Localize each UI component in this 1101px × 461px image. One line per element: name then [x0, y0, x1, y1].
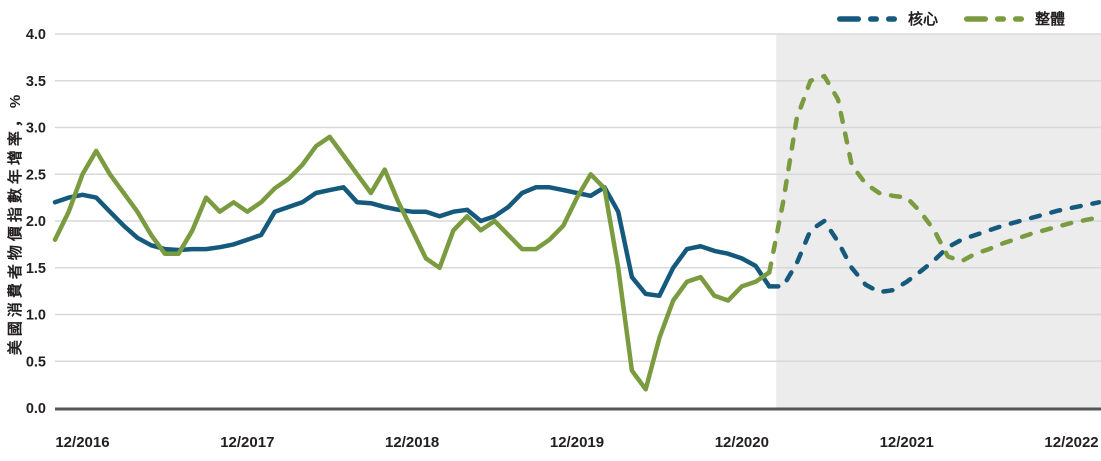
y-tick-label: 1.0: [26, 308, 46, 324]
legend: 核心 整體: [836, 8, 1065, 29]
y-tick-label: 2.5: [26, 167, 46, 183]
legend-label-core: 核心: [907, 11, 938, 28]
y-tick-label: 0.5: [26, 354, 46, 370]
y-tick-label: 1.5: [26, 261, 46, 277]
y-axis-title: 美國消費者物價指數年增率，%: [7, 90, 24, 356]
x-tick-label: 12/2022: [1044, 434, 1098, 451]
y-tick-label: 3.0: [26, 121, 46, 137]
x-tick-label: 12/2016: [55, 434, 109, 451]
x-tick-label: 12/2019: [550, 434, 604, 451]
y-tick-label: 3.5: [26, 74, 46, 90]
y-tick-label: 0.0: [26, 401, 46, 417]
legend-dash-segment: [994, 15, 1006, 22]
x-tick-label: 12/2017: [220, 434, 274, 451]
x-tick-label: 12/2018: [385, 434, 439, 451]
x-tick-label: 12/2020: [715, 434, 769, 451]
legend-label-headline: 整體: [1034, 11, 1065, 28]
core-forecast-line: [767, 200, 1101, 295]
legend-dash-segment: [1012, 15, 1024, 22]
core-history-line: [52, 185, 772, 299]
legend-dash-segment: [885, 15, 897, 22]
legend-dash-segment: [867, 15, 879, 22]
core-dashed-line-icon: [836, 15, 897, 22]
legend-dash-segment: [836, 15, 861, 22]
headline-dashed-line-icon: [963, 15, 1024, 22]
x-tick-label: 12/2021: [880, 434, 934, 451]
headline-forecast-line: [767, 73, 1101, 275]
legend-dash-segment: [963, 15, 988, 22]
y-tick-label: 4.0: [26, 27, 46, 43]
legend-item-core: 核心: [836, 8, 938, 29]
headline-history-line: [52, 134, 772, 392]
legend-item-headline: 整體: [963, 8, 1065, 29]
y-tick-label: 2.0: [26, 214, 46, 230]
